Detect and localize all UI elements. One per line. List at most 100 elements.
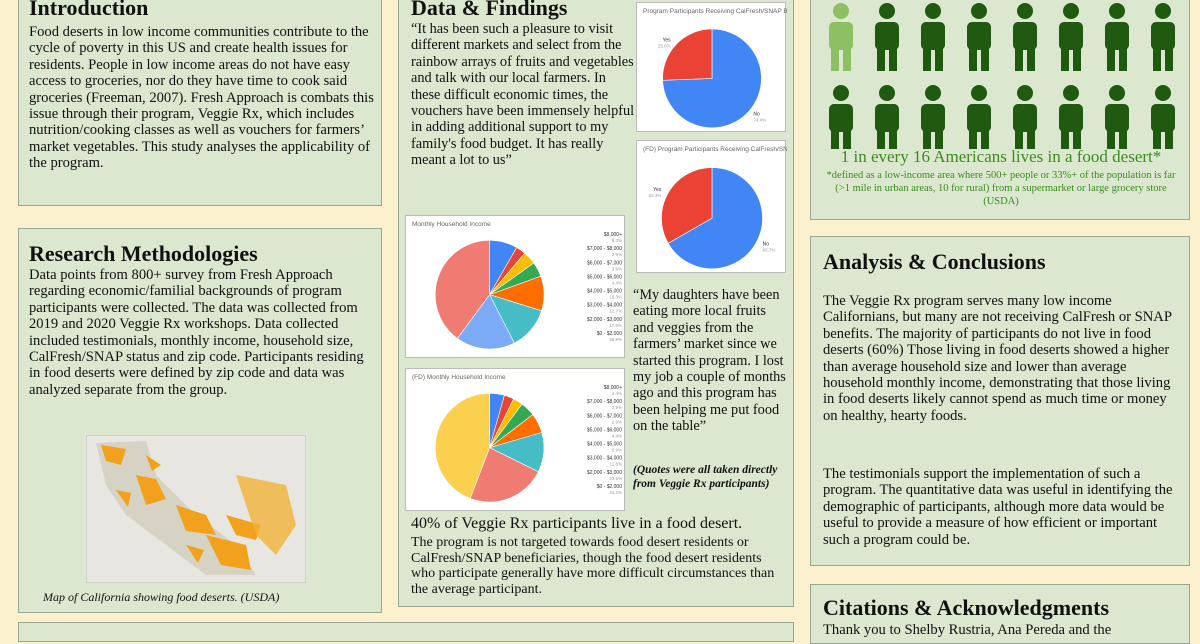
head [971,85,987,101]
leg [923,47,931,71]
head [1155,85,1171,101]
person-icon [1151,3,1175,71]
body [1105,104,1129,132]
pie-slice [661,167,713,244]
leg [1153,47,1161,71]
slice-value: 33.3% [649,193,662,198]
body-text: The Veggie Rx program serves many low in… [823,293,1172,424]
body [1059,104,1083,132]
head [1063,85,1079,101]
head [1017,3,1033,19]
body [967,104,991,132]
head [925,3,941,19]
person-icon [1105,3,1129,71]
slice-label: $7,000 - $8,000 [587,399,622,405]
person-icon [1013,85,1037,149]
leg [1061,129,1069,149]
person-icon [1013,3,1037,71]
body [1013,104,1037,132]
slice-value: 11.8% [610,462,622,467]
slice-label: No [753,111,760,117]
leg [1165,47,1173,71]
chart-title: (FD) Program Participants Receiving CalF… [643,146,787,153]
map [86,435,306,583]
body-text: Thank you to Shelby Rustria, Ana Pereda … [823,622,1112,638]
leg [1119,129,1127,149]
body [1105,22,1129,50]
slice-label: $3,000 - $4,000 [587,456,622,462]
slice-value: 44.2% [609,490,622,495]
leg [1119,47,1127,71]
leg [1027,47,1035,71]
chart-title: Program Participants Receiving CalFresh/… [643,8,787,15]
leg [1107,129,1115,149]
leg [1027,129,1035,149]
body-text: The testimonials support the implementat… [823,466,1173,548]
head [971,3,987,19]
leg [831,129,839,149]
leg [843,47,851,71]
person-icon [829,85,853,149]
person-icon [921,85,945,149]
pie-chart: Monthly Household Income $8,000+8.3% $7,00… [412,221,622,350]
leg [1015,47,1023,71]
slice-label: $4,000 - $5,000 [587,289,622,295]
pie-slice [662,28,713,81]
leg [935,47,943,71]
head [1063,3,1079,19]
stat-headline: 1 in every 16 Americans lives in a food … [840,147,1162,166]
person-icon [967,3,991,71]
slice-label: $2,000 - $3,000 [587,470,622,476]
body [829,104,853,132]
body [875,104,899,132]
heading: Research Methodologies [29,241,258,266]
person-icon [1059,85,1083,149]
leg [889,47,897,71]
map-caption: Map of California showing food deserts. … [43,590,280,604]
body [1151,104,1175,132]
slice-value: 2.9% [612,252,622,257]
leg [923,129,931,149]
heading: Introduction [29,0,149,20]
methods-panel: Research Methodologies Data points from … [18,228,382,613]
chart-card: (FD) Monthly Household Income $8,000+ 4.4%… [405,368,625,511]
slice-value: 25.6% [658,43,671,48]
leg [843,129,851,149]
slice-label: $6,000 - $7,000 [587,413,622,419]
analysis-panel: Analysis & Conclusions The Veggie Rx pro… [810,236,1190,566]
heading: Citations & Acknowledgments [823,595,1110,620]
bottom-panel [18,622,794,642]
citations-panel: Citations & Acknowledgments Thank you to… [810,584,1190,644]
pie-chart: Program Participants Receiving CalFresh/… [643,8,787,129]
slice-label: $3,000 - $4,000 [587,303,622,309]
slice-value: 10.3% [609,295,622,300]
chart-title: Monthly Household Income [412,221,491,228]
leg [889,129,897,149]
quote: “It has been such a pleasure to visit di… [411,21,635,169]
leg [877,129,885,149]
quote: “My daughters have been eating more loca… [633,287,786,435]
person-icon [1151,85,1175,149]
leg [969,129,977,149]
body [829,22,853,50]
slice-value: 4.4% [612,391,622,396]
body-text: Data points from 800+ survey from Fresh … [29,267,364,398]
slice-label: $0 - $2,000 [597,484,623,490]
slice-value: 2.9% [612,419,622,424]
person-icon [967,85,991,149]
slice-label: $8,000+ [604,385,622,391]
slice-value: 17.6% [609,323,622,328]
food-desert-areas [101,445,261,570]
quote-note: (Quotes were all taken directly from Veg… [633,464,778,490]
body [1059,22,1083,50]
pie-slice [434,393,490,499]
pie-slice [469,447,539,503]
leg [877,47,885,71]
leg [1165,129,1173,149]
leg [1153,129,1161,149]
slice-value: 12.7% [609,309,622,314]
head [833,85,849,101]
pie-slice [662,28,762,129]
leg [1107,47,1115,71]
slice-label: $4,000 - $5,000 [587,442,622,448]
